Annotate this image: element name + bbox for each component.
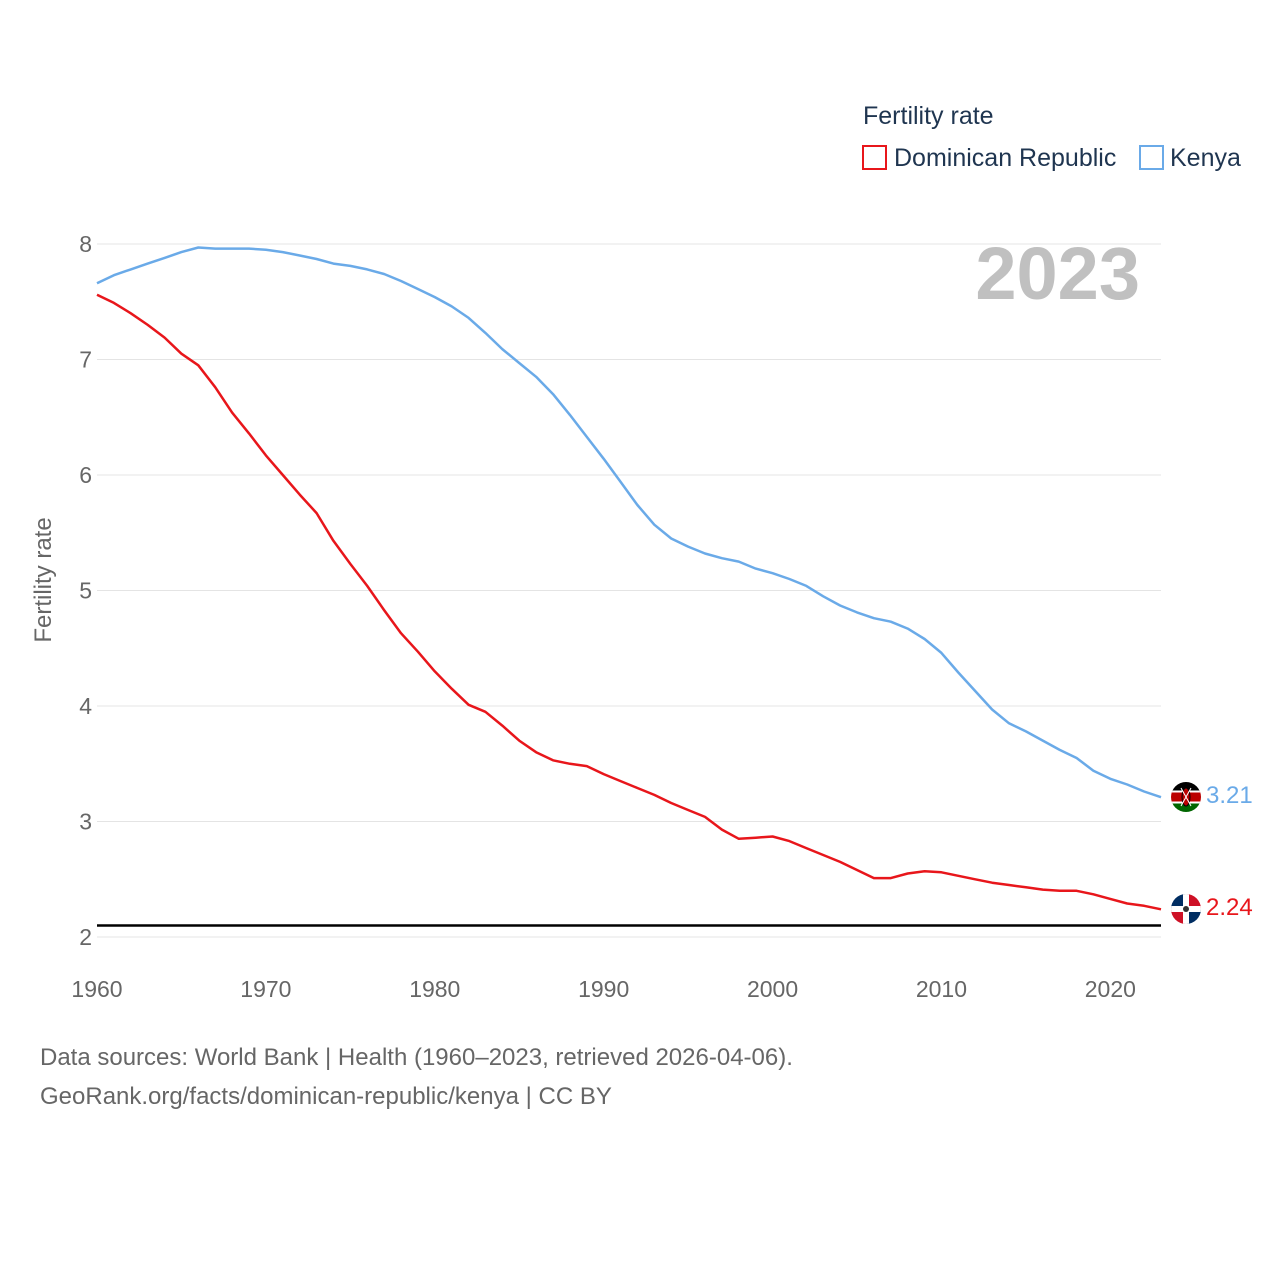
year-label: 2023 — [975, 232, 1140, 315]
legend-swatch-dominican-republic[interactable] — [862, 145, 887, 170]
y-axis-title: Fertility rate — [30, 517, 57, 642]
attribution-link[interactable]: GeoRank.org/facts/dominican-republic/ken… — [40, 1083, 612, 1110]
x-tick-label: 2000 — [747, 976, 798, 1002]
kenya-flag-icon — [1171, 782, 1201, 812]
y-tick-label: 5 — [79, 578, 92, 604]
legend-title: Fertility rate — [863, 102, 994, 130]
y-tick-label: 7 — [79, 347, 92, 373]
y-tick-label: 3 — [79, 809, 92, 835]
x-tick-label: 1980 — [409, 976, 460, 1002]
x-tick-label: 1960 — [71, 976, 122, 1002]
y-tick-label: 2 — [79, 924, 92, 950]
grid — [97, 243, 1161, 938]
dominican-republic-flag-icon — [1171, 894, 1201, 924]
data-source-text: Data sources: World Bank | Health (1960–… — [40, 1044, 793, 1071]
y-tick-label: 4 — [79, 693, 92, 719]
y-tick-label: 6 — [79, 462, 92, 488]
y-axis-ticks: 2 3 4 5 6 7 8 — [79, 231, 92, 950]
end-value-dominican-republic: 2.24 — [1206, 894, 1253, 921]
x-tick-label: 2010 — [916, 976, 967, 1002]
legend-label-dominican-republic[interactable]: Dominican Republic — [894, 144, 1116, 172]
legend-label-kenya[interactable]: Kenya — [1170, 144, 1241, 172]
x-tick-label: 1990 — [578, 976, 629, 1002]
series-line-dominican-republic — [96, 293, 1162, 911]
series-lines — [96, 246, 1162, 911]
x-axis-ticks: 1960 1970 1980 1990 2000 2010 2020 — [71, 976, 1136, 1002]
y-tick-label: 8 — [79, 231, 92, 257]
legend: Fertility rate Dominican Republic Kenya — [862, 102, 1241, 172]
series-line-kenya — [96, 246, 1162, 799]
legend-swatch-kenya[interactable] — [1139, 145, 1164, 170]
end-value-kenya: 3.21 — [1206, 782, 1253, 809]
x-tick-label: 2020 — [1085, 976, 1136, 1002]
x-tick-label: 1970 — [240, 976, 291, 1002]
